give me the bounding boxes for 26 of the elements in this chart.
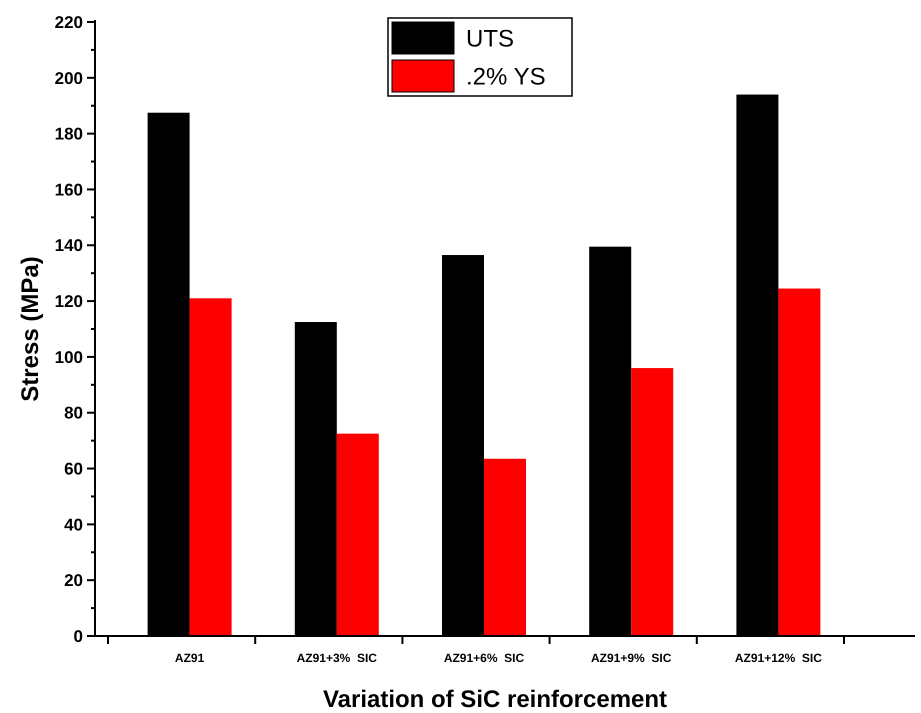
x-tick-label: AZ91+6% SIC xyxy=(444,651,525,665)
legend-label: UTS xyxy=(466,25,514,52)
y-tick-label: 100 xyxy=(54,348,83,367)
y-tick-label: 60 xyxy=(64,459,83,478)
x-axis-title: Variation of SiC reinforcement xyxy=(322,686,668,713)
bar xyxy=(190,298,232,636)
x-tick-label: AZ91+9% SIC xyxy=(591,651,672,665)
y-tick-label: 0 xyxy=(74,626,83,646)
y-tick-label: 120 xyxy=(54,292,83,312)
y-tick-label: 200 xyxy=(54,68,83,88)
y-tick-label: 40 xyxy=(64,515,83,534)
bar xyxy=(778,288,820,636)
x-tick-label: AZ91+3% SIC xyxy=(296,651,378,665)
x-tick-label: AZ91+12% SIC xyxy=(734,651,822,665)
y-axis-title: Stress (MPa) xyxy=(17,256,44,402)
y-tick-label: 160 xyxy=(54,180,83,200)
x-tick-label: AZ91 xyxy=(174,651,205,665)
bar xyxy=(336,434,379,636)
legend-label: .2% YS xyxy=(466,63,546,90)
y-tick-label: 20 xyxy=(64,571,83,590)
y-tick-label: 180 xyxy=(54,124,83,144)
bar xyxy=(484,458,526,636)
bar xyxy=(631,368,674,636)
y-tick-label: 220 xyxy=(54,12,83,32)
y-tick-label: 140 xyxy=(54,236,83,256)
y-tick-label: 80 xyxy=(64,404,83,423)
